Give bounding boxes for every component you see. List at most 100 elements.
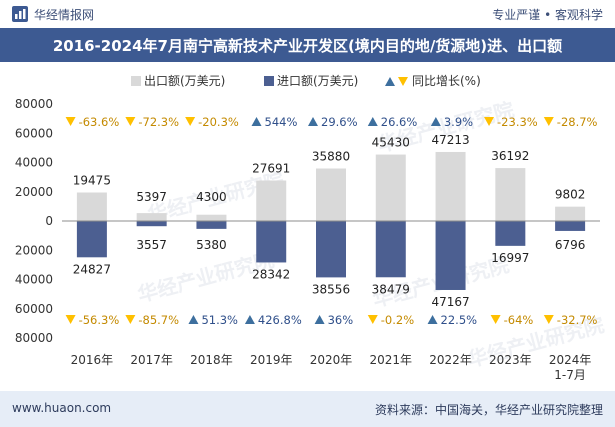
y-axis: 80000 60000 40000 20000 0 20000 40000 60000 8000… <box>15 97 53 345</box>
import-growth-down-triangle-icon <box>543 315 554 324</box>
legend-up-triangle-icon <box>385 77 395 86</box>
import-bar <box>435 221 466 290</box>
x-tick-label: 1-7月 <box>554 368 586 382</box>
import-growth-down-triangle-icon <box>125 315 136 324</box>
header-bar: 华经情报网 专业严谨 • 客观科学 <box>0 0 615 28</box>
import-bar <box>495 221 526 246</box>
import-bar <box>76 221 107 258</box>
value-labels: 19475 24827 5397 3557 4300 5380 27691 28342 3588… <box>73 133 586 309</box>
export-value-label: 4300 <box>196 190 227 204</box>
import-value-label: 38479 <box>372 282 410 296</box>
import-growth-label: -56.3% <box>79 313 120 327</box>
import-growth-up-triangle-icon <box>314 315 325 324</box>
y-tick-label: 60000 <box>15 302 53 316</box>
x-tick-label: 2019年 <box>250 353 293 367</box>
import-bar <box>256 221 287 263</box>
legend-marker-1 <box>264 76 274 86</box>
export-growth-up-triangle-icon <box>367 117 378 126</box>
growth-labels: -63.6% -72.3% -20.3% 544% 29.6% 26.6% 3.9% -23.… <box>65 115 598 327</box>
import-value-label: 3557 <box>136 238 167 252</box>
footer-bar: www.huaon.com 资料来源：中国海关，华经产业研究院整理 <box>0 391 615 427</box>
x-tick-label: 2016年 <box>71 353 114 367</box>
import-bar <box>555 221 586 231</box>
x-tick-label: 2024年 <box>549 353 592 367</box>
export-growth-label: 3.9% <box>444 115 473 129</box>
chart-title: 2016-2024年7月南宁高新技术产业开发区(境内目的地/货源地)进、出口额 <box>52 37 563 55</box>
import-value-label: 24827 <box>73 262 111 276</box>
x-tick-label: 2017年 <box>130 353 173 367</box>
export-value-label: 27691 <box>252 162 290 176</box>
export-growth-up-triangle-icon <box>430 117 441 126</box>
import-value-label: 38556 <box>312 282 350 296</box>
export-value-label: 45430 <box>372 136 410 150</box>
x-tick-label: 2021年 <box>370 353 413 367</box>
y-tick-label: 40000 <box>15 273 53 287</box>
export-bar <box>375 154 406 221</box>
export-growth-label: -23.3% <box>497 115 538 129</box>
export-value-label: 35880 <box>312 150 350 164</box>
export-bar <box>435 151 466 221</box>
export-bar <box>76 192 107 221</box>
export-bar <box>256 180 287 221</box>
x-tick-label: 2018年 <box>190 353 233 367</box>
website-link[interactable]: www.huaon.com <box>12 401 112 415</box>
export-bar <box>495 168 526 221</box>
import-bar <box>316 221 346 278</box>
import-growth-label: 426.8% <box>258 313 302 327</box>
import-growth-down-triangle-icon <box>65 315 76 324</box>
slogan: 专业严谨 • 客观科学 <box>492 8 603 22</box>
import-value-label: 6796 <box>555 238 586 252</box>
export-bar <box>316 168 346 221</box>
import-growth-label: -0.2% <box>381 313 414 327</box>
chart: 出口额(万美元) 进口额(万美元) 同比增长(%) 华经产业研究院华经产业研究院华经… <box>15 74 607 382</box>
import-bar <box>375 221 406 278</box>
export-growth-label: 544% <box>265 115 298 129</box>
x-tick-label: 2022年 <box>429 353 472 367</box>
import-growth-up-triangle-icon <box>244 315 255 324</box>
export-bar <box>555 206 586 221</box>
export-value-label: 5397 <box>136 190 167 204</box>
import-value-label: 28342 <box>252 267 290 281</box>
export-growth-down-triangle-icon <box>65 117 76 126</box>
source-note: 资料来源：中国海关，华经产业研究院整理 <box>374 403 603 417</box>
legend-marker-0 <box>131 76 141 86</box>
import-growth-label: -64% <box>504 313 534 327</box>
export-bar <box>196 214 227 221</box>
export-growth-down-triangle-icon <box>484 117 495 126</box>
y-tick-label: 40000 <box>15 156 53 170</box>
y-tick-label: 60000 <box>15 126 53 140</box>
import-growth-up-triangle-icon <box>188 315 199 324</box>
import-growth-label: 51.3% <box>201 313 238 327</box>
y-tick-label: 20000 <box>15 185 53 199</box>
y-tick-label: 0 <box>45 214 53 228</box>
export-growth-label: -28.7% <box>557 115 598 129</box>
export-growth-label: -63.6% <box>79 115 120 129</box>
export-growth-down-triangle-icon <box>185 117 196 126</box>
export-value-label: 19475 <box>73 174 111 188</box>
legend-down-triangle-icon <box>398 77 408 86</box>
legend-label-2: 同比增长(%) <box>412 74 481 88</box>
export-growth-up-triangle-icon <box>308 117 318 126</box>
export-growth-up-triangle-icon <box>251 117 262 126</box>
y-tick-label: 80000 <box>15 97 53 111</box>
export-value-label: 9802 <box>555 188 586 202</box>
import-value-label: 47167 <box>431 295 469 309</box>
x-axis: 2016年 2017年 2018年 2019年 2020年 2021年 2022年 2023年… <box>71 353 592 382</box>
import-value-label: 16997 <box>491 251 529 265</box>
export-growth-label: -72.3% <box>138 115 179 129</box>
import-growth-label: 36% <box>328 313 354 327</box>
export-growth-down-triangle-icon <box>543 117 554 126</box>
import-growth-down-triangle-icon <box>367 315 378 324</box>
bars <box>62 151 600 290</box>
export-growth-down-triangle-icon <box>125 117 136 126</box>
import-bar <box>196 221 227 229</box>
import-bar <box>136 221 167 227</box>
import-growth-label: 22.5% <box>441 313 478 327</box>
y-tick-label: 20000 <box>15 243 53 257</box>
import-growth-label: -85.7% <box>138 313 179 327</box>
export-value-label: 36192 <box>491 149 529 163</box>
import-growth-label: -32.7% <box>557 313 598 327</box>
export-growth-label: 29.6% <box>321 115 358 129</box>
legend-label-0: 出口额(万美元) <box>144 74 225 88</box>
